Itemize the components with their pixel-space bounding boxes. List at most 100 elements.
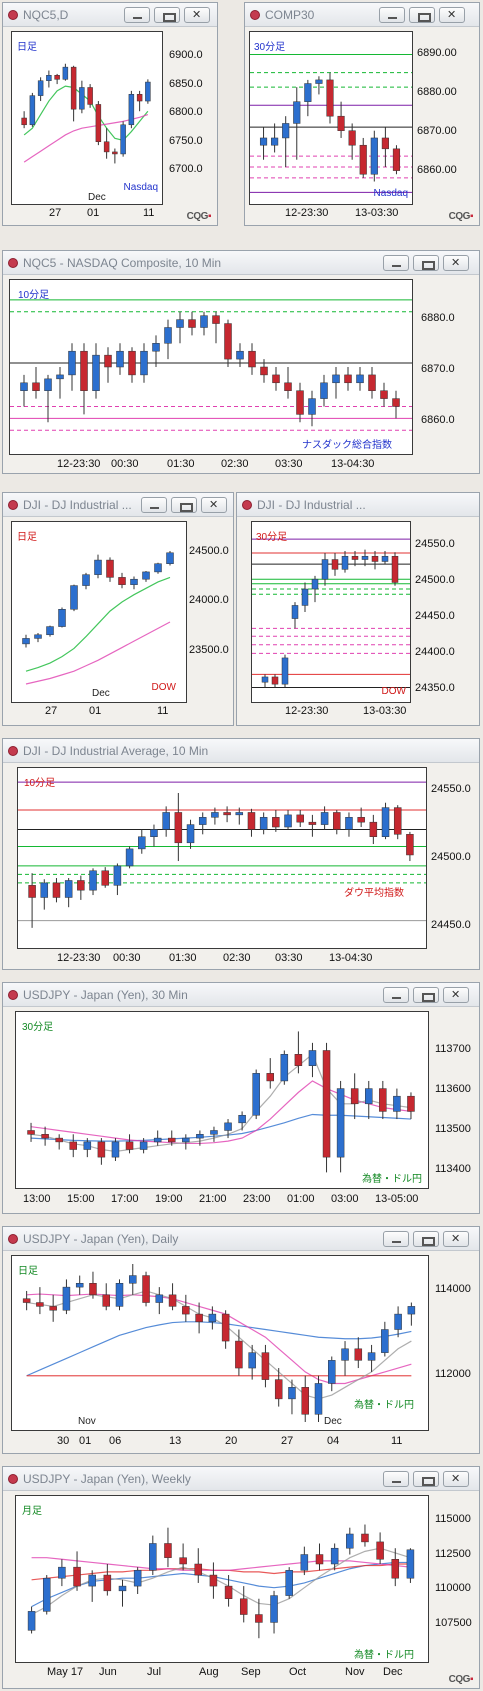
close-button[interactable] <box>443 987 469 1003</box>
timeframe-label: 10分足 <box>24 778 56 789</box>
chart-plot-area[interactable]: 日足 Nasdaq Dec <box>11 31 163 205</box>
window-titlebar[interactable]: DJI - DJ Industrial ... <box>237 493 479 517</box>
candle-body <box>188 319 196 328</box>
close-button[interactable] <box>443 255 469 271</box>
y-tick: 24450.0 <box>431 919 471 931</box>
window-titlebar[interactable]: DJI - DJ Industrial Average, 10 Min <box>3 739 479 763</box>
candlestick-chart <box>21 63 151 164</box>
cqg-logo: CQG▪ <box>448 211 474 222</box>
candle-body <box>152 343 160 352</box>
minimize-button[interactable] <box>383 255 409 271</box>
x-tick: 21:00 <box>199 1193 227 1205</box>
chart-plot-area[interactable]: 月足 為替・ドル円 <box>15 1495 429 1663</box>
window-titlebar[interactable]: USDJPY - Japan (Yen), Daily <box>3 1227 479 1251</box>
chart-plot-area[interactable]: 日足 為替・ドル円 Nov Dec <box>11 1255 429 1431</box>
x-tick: 02:30 <box>221 458 249 470</box>
window-usdjpy-weekly[interactable]: USDJPY - Japan (Yen), Weekly 月足 為替・ドル円 1… <box>2 1466 480 1689</box>
x-tick: 06 <box>109 1435 122 1447</box>
moving-average-line <box>31 1113 411 1142</box>
x-tick: 13-03:30 <box>363 705 407 717</box>
maximize-button[interactable] <box>154 7 180 23</box>
moving-average-line <box>30 1080 412 1145</box>
candle-body <box>344 374 352 384</box>
window-dji-10min[interactable]: DJI - DJ Industrial Average, 10 Min 10分足… <box>2 738 480 970</box>
candle-body <box>361 555 369 560</box>
candle-body <box>407 1306 416 1315</box>
window-titlebar[interactable]: NQC5 - NASDAQ Composite, 10 Min <box>3 251 479 275</box>
window-usdjpy-daily[interactable]: USDJPY - Japan (Yen), Daily 日足 為替・ドル円 No… <box>2 1226 480 1454</box>
maximize-button[interactable] <box>413 987 439 1003</box>
close-button[interactable] <box>439 7 465 23</box>
candle-body <box>168 1137 176 1143</box>
candle-body <box>293 101 301 124</box>
candle-body <box>345 817 353 830</box>
app-icon <box>8 990 18 1000</box>
candle-body <box>164 1543 172 1558</box>
minimize-button[interactable] <box>141 497 167 513</box>
window-nqc5-daily[interactable]: NQC5,D 日足 Nasdaq Dec 6900.0 6850.0 6800.… <box>2 2 218 226</box>
window-nqc5-10min[interactable]: NQC5 - NASDAQ Composite, 10 Min 10分足 ナスダ… <box>2 250 480 474</box>
chart-plot-area[interactable]: 10分足 ダウ平均指数 <box>17 767 427 949</box>
maximize-button[interactable] <box>413 1471 439 1487</box>
minimize-button[interactable] <box>379 7 405 23</box>
x-tick: 11 <box>157 705 169 717</box>
candle-body <box>29 95 36 126</box>
candle-body <box>21 117 27 126</box>
y-tick: 23500.0 <box>189 644 229 656</box>
window-dji-30min[interactable]: DJI - DJ Industrial ... 30分足 DOW 24550.0… <box>236 492 480 726</box>
candlestick-chart <box>252 538 410 688</box>
maximize-button[interactable] <box>413 1231 439 1247</box>
chart-plot-area[interactable]: 10分足 ナスダック総合指数 <box>9 279 413 455</box>
candle-body <box>103 141 110 153</box>
window-comp30[interactable]: COMP30 30分足 Nasdaq 6890.00 6880.00 6870.… <box>244 2 480 226</box>
maximize-button[interactable] <box>409 7 435 23</box>
x-tick: 01 <box>89 705 102 717</box>
candle-body <box>27 1611 36 1631</box>
chart-plot-area[interactable]: 30分足 DOW <box>251 521 411 703</box>
candle-body <box>106 559 114 578</box>
candle-body <box>301 588 309 606</box>
candle-body <box>58 1566 66 1579</box>
close-button[interactable] <box>443 1231 469 1247</box>
window-titlebar[interactable]: USDJPY - Japan (Yen), 30 Min <box>3 983 479 1007</box>
maximize-button[interactable] <box>171 497 197 513</box>
candle-body <box>212 315 220 324</box>
close-button[interactable] <box>184 7 210 23</box>
minimize-button[interactable] <box>124 7 150 23</box>
minimize-button[interactable] <box>383 1471 409 1487</box>
candle-body <box>368 374 376 391</box>
y-tick: 6800.0 <box>169 106 203 118</box>
window-dji-daily[interactable]: DJI - DJ Industrial ... 日足 DOW Dec 24500… <box>2 492 234 726</box>
app-icon <box>8 258 18 268</box>
y-tick: 112000 <box>435 1368 471 1380</box>
x-tick: 19:00 <box>155 1193 183 1205</box>
instrument-label: Nasdaq <box>373 188 408 199</box>
window-titlebar[interactable]: COMP30 <box>245 3 479 27</box>
chart-plot-area[interactable]: 30分足 為替・ドル円 <box>15 1011 429 1189</box>
candle-body <box>49 1306 57 1311</box>
moving-average-line <box>23 85 149 142</box>
minimize-button[interactable] <box>383 987 409 1003</box>
chart-plot-area[interactable]: 日足 DOW Dec <box>11 521 187 703</box>
chart-plot-area[interactable]: 30分足 Nasdaq <box>249 31 413 205</box>
window-usdjpy-30min[interactable]: USDJPY - Japan (Yen), 30 Min 30分足 為替・ドル円… <box>2 982 480 1214</box>
window-titlebar[interactable]: USDJPY - Japan (Yen), Weekly <box>3 1467 479 1491</box>
window-titlebar[interactable]: NQC5,D <box>3 3 217 27</box>
window-title: NQC5 - NASDAQ Composite, 10 Min <box>23 256 222 270</box>
y-tick: 6870.00 <box>417 125 457 137</box>
candle-body <box>139 1141 148 1150</box>
candlestick-chart <box>18 781 426 928</box>
close-button[interactable] <box>201 497 227 513</box>
minimize-button[interactable] <box>383 1231 409 1247</box>
close-button[interactable] <box>443 1471 469 1487</box>
x-tick: 13-04:30 <box>329 952 373 964</box>
window-titlebar[interactable]: DJI - DJ Industrial ... <box>3 493 233 517</box>
candle-body <box>208 1313 217 1323</box>
candle-body <box>321 559 329 580</box>
x-tick: 13 <box>169 1435 182 1447</box>
candle-body <box>118 577 126 585</box>
maximize-button[interactable] <box>413 255 439 271</box>
candle-body <box>296 390 304 415</box>
candle-body <box>20 382 28 391</box>
candle-body <box>186 824 195 844</box>
